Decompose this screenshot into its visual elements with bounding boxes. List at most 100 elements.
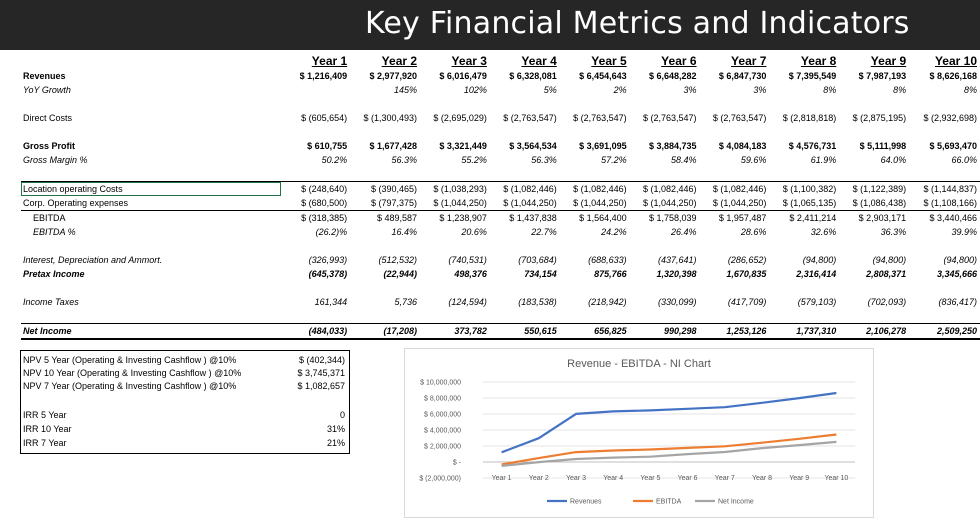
value-cell[interactable]: (702,093) <box>867 297 907 307</box>
row-label[interactable]: YoY Growth <box>23 85 71 95</box>
value-cell[interactable]: (703,684) <box>518 255 557 265</box>
value-cell[interactable]: $ (1,044,250) <box>629 196 700 211</box>
value-cell[interactable]: $ 5,693,470 <box>929 141 977 151</box>
value-cell[interactable]: $ (1,100,382) <box>769 181 840 196</box>
value-cell[interactable]: 3,345,666 <box>936 269 977 279</box>
value-cell[interactable]: 50.2% <box>321 155 348 165</box>
metric-value[interactable]: $ (402,344) <box>298 355 345 365</box>
value-cell[interactable]: $ (1,044,250) <box>699 196 770 211</box>
value-cell[interactable]: 550,615 <box>489 323 560 340</box>
metric-value[interactable]: 21% <box>326 438 345 448</box>
value-cell[interactable]: 61.9% <box>810 155 837 165</box>
value-cell[interactable]: 64.0% <box>880 155 907 165</box>
value-cell[interactable]: (579,103) <box>797 297 837 307</box>
value-cell[interactable]: $ (605,654) <box>301 113 348 123</box>
revenue-ebitda-ni-chart[interactable]: Revenue - EBITDA - NI Chart $ (2,000,000… <box>404 348 874 518</box>
value-cell[interactable]: $ (1,144,837) <box>909 181 980 196</box>
value-cell[interactable]: (437,641) <box>658 255 697 265</box>
value-cell[interactable]: 875,766 <box>594 269 627 279</box>
metric-label[interactable]: IRR 10 Year <box>23 424 72 434</box>
value-cell[interactable]: 3% <box>753 85 767 95</box>
year-header[interactable]: Year 1 <box>311 54 348 68</box>
value-cell[interactable]: 66.0% <box>951 155 977 165</box>
value-cell[interactable]: 2,316,414 <box>796 269 837 279</box>
value-cell[interactable]: (94,800) <box>802 255 837 265</box>
value-cell[interactable]: 1,320,398 <box>656 269 697 279</box>
value-cell[interactable]: $ (2,763,547) <box>573 113 627 123</box>
value-cell[interactable]: 8% <box>893 85 907 95</box>
value-cell[interactable]: 36.3% <box>880 227 907 237</box>
value-cell[interactable]: (17,208) <box>350 323 421 340</box>
value-cell[interactable]: $ 4,576,731 <box>788 141 837 151</box>
row-label[interactable]: Net Income <box>21 323 282 340</box>
value-cell[interactable]: $ (1,038,293) <box>420 181 490 196</box>
value-cell[interactable]: $ 2,903,171 <box>858 213 907 223</box>
value-cell[interactable]: 22.7% <box>531 227 557 237</box>
value-cell[interactable]: $ 1,564,400 <box>579 213 627 223</box>
value-cell[interactable]: $ 6,328,081 <box>509 71 557 81</box>
value-cell[interactable]: $ (1,086,438) <box>839 196 910 211</box>
value-cell[interactable]: $ (1,065,135) <box>769 196 840 211</box>
value-cell[interactable]: (836,417) <box>938 297 977 307</box>
value-cell[interactable]: $ (1,300,493) <box>363 113 418 123</box>
value-cell[interactable]: $ 3,321,449 <box>439 141 487 151</box>
value-cell[interactable]: $ 2,977,920 <box>369 71 418 81</box>
value-cell[interactable]: 57.2% <box>601 155 627 165</box>
value-cell[interactable]: $ 1,758,039 <box>649 213 697 223</box>
value-cell[interactable]: 28.6% <box>740 227 767 237</box>
metric-value[interactable]: 0 <box>339 410 345 420</box>
value-cell[interactable]: $ (1,044,250) <box>559 196 630 211</box>
value-cell[interactable]: $ 6,648,282 <box>649 71 697 81</box>
row-label[interactable]: Corp. Operating expenses <box>21 196 282 211</box>
row-label[interactable]: Gross Margin % <box>23 155 88 165</box>
row-label[interactable]: EBITDA % <box>33 227 76 237</box>
value-cell[interactable]: 102% <box>463 85 487 95</box>
value-cell[interactable]: 2% <box>613 85 627 95</box>
value-cell[interactable]: $ (318,385) <box>301 213 348 223</box>
value-cell[interactable]: (26.2)% <box>315 227 348 237</box>
value-cell[interactable]: (124,594) <box>448 297 487 307</box>
value-cell[interactable]: (218,942) <box>588 297 627 307</box>
year-header[interactable]: Year 10 <box>934 54 977 68</box>
value-cell[interactable]: 145% <box>394 85 418 95</box>
value-cell[interactable]: 2,509,250 <box>909 323 980 340</box>
row-label[interactable]: Location operating Costs <box>21 181 282 196</box>
value-cell[interactable]: (183,538) <box>518 297 557 307</box>
value-cell[interactable]: 1,670,835 <box>726 269 767 279</box>
value-cell[interactable]: $ (1,082,446) <box>699 181 770 196</box>
value-cell[interactable]: (326,993) <box>308 255 348 265</box>
year-header[interactable]: Year 5 <box>591 54 627 68</box>
value-cell[interactable]: (417,709) <box>727 297 767 307</box>
value-cell[interactable]: 56.3% <box>391 155 418 165</box>
value-cell[interactable] <box>281 83 350 97</box>
value-cell[interactable]: 373,782 <box>420 323 490 340</box>
value-cell[interactable]: $ 8,626,168 <box>929 71 977 81</box>
value-cell[interactable]: $ 3,691,095 <box>579 141 627 151</box>
value-cell[interactable]: $ (2,763,547) <box>643 113 697 123</box>
value-cell[interactable]: 5% <box>543 85 557 95</box>
year-header[interactable]: Year 6 <box>661 54 697 68</box>
year-header[interactable]: Year 4 <box>521 54 557 68</box>
year-header[interactable]: Year 9 <box>870 54 907 68</box>
value-cell[interactable]: $ (1,122,389) <box>839 181 910 196</box>
value-cell[interactable]: $ (797,375) <box>350 196 421 211</box>
value-cell[interactable]: 2,106,278 <box>839 323 910 340</box>
value-cell[interactable]: $ (1,044,250) <box>420 196 490 211</box>
value-cell[interactable]: 2,808,371 <box>866 269 907 279</box>
value-cell[interactable]: $ (1,044,250) <box>489 196 560 211</box>
metric-label[interactable]: IRR 7 Year <box>23 438 67 448</box>
metric-value[interactable]: 31% <box>326 424 345 434</box>
value-cell[interactable]: $ 5,111,998 <box>859 141 907 151</box>
value-cell[interactable]: $ (2,875,195) <box>852 113 907 123</box>
value-cell[interactable]: (645,378) <box>308 269 348 279</box>
row-label[interactable]: Interest, Depreciation and Ammort. <box>23 255 163 265</box>
value-cell[interactable]: (22,944) <box>383 269 418 279</box>
value-cell[interactable]: (94,800) <box>943 255 977 265</box>
value-cell[interactable]: $ (390,465) <box>350 181 421 196</box>
metric-label[interactable]: NPV 5 Year (Operating & Investing Cashfl… <box>23 355 237 365</box>
value-cell[interactable]: $ (1,082,446) <box>489 181 560 196</box>
value-cell[interactable]: 1,737,310 <box>769 323 840 340</box>
value-cell[interactable]: 39.9% <box>951 227 977 237</box>
value-cell[interactable]: $ (2,695,029) <box>433 113 487 123</box>
row-label[interactable]: Gross Profit <box>23 141 76 151</box>
